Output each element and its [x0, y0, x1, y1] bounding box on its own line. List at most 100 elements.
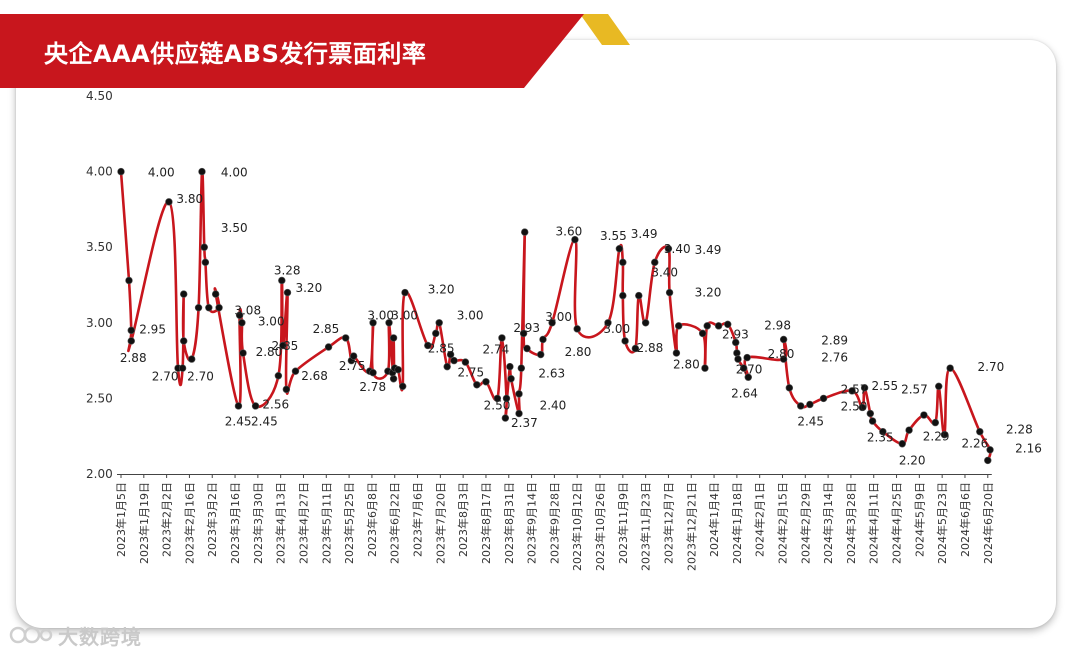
data-point [506, 362, 514, 371]
data-label: 2.78 [359, 380, 386, 394]
data-point [521, 228, 529, 236]
title-banner [0, 14, 630, 88]
watermark-text: 大数跨境 [58, 624, 142, 649]
data-point [165, 198, 173, 206]
data-label: 2.29 [923, 430, 950, 444]
y-axis: 2.00 2.50 3.00 3.50 4.00 4.50 [86, 89, 113, 481]
x-tick-label: 2023年5月25日 [342, 482, 356, 564]
data-point [740, 364, 748, 372]
data-labels: 4.002.952.883.802.70 2.704.003.503.083.00… [120, 166, 1042, 468]
y-tick-label: 4.00 [86, 165, 113, 179]
x-tick-label: 2023年11月9日 [616, 482, 630, 564]
chart-card [16, 40, 1056, 628]
data-point [507, 375, 515, 383]
x-tick-label: 2023年8月3日 [456, 482, 470, 557]
data-point [664, 245, 673, 253]
data-label: 2.74 [483, 342, 510, 356]
data-point [935, 382, 943, 391]
data-point [385, 319, 393, 327]
data-point [194, 303, 203, 312]
x-tick-label: 2023年5月11日 [319, 482, 333, 564]
data-label: 2.45 [251, 415, 278, 429]
data-label: 2.55 [871, 379, 898, 393]
data-point [672, 349, 681, 357]
data-point [517, 364, 526, 372]
data-label: 2.16 [1015, 442, 1042, 456]
data-label: 2.80 [256, 345, 283, 359]
data-label: 2.70 [978, 360, 1005, 374]
data-point [920, 411, 928, 419]
data-point [860, 384, 869, 392]
data-point [848, 387, 856, 395]
y-tick-label: 4.50 [86, 89, 113, 103]
x-tick-label: 2023年6月22日 [388, 482, 402, 564]
data-point [239, 349, 247, 357]
data-label: 2.85 [313, 322, 340, 336]
data-point [866, 409, 875, 418]
data-point [369, 319, 377, 327]
data-label: 2.64 [731, 387, 758, 401]
data-point [523, 344, 531, 353]
x-tick-label: 2023年4月13日 [274, 482, 288, 564]
data-point [698, 329, 707, 338]
data-label: 3.00 [457, 309, 484, 323]
data-label: 3.08 [234, 303, 261, 317]
data-point [482, 378, 490, 386]
banner-red-shape [0, 14, 584, 88]
data-point [473, 381, 481, 389]
data-label: 3.28 [274, 263, 301, 277]
x-tick-label: 2023年11月23日 [639, 482, 653, 571]
data-point [858, 403, 867, 412]
data-point [724, 320, 732, 329]
x-tick-label: 2024年4月11日 [867, 482, 881, 564]
data-point [291, 367, 300, 375]
data-point [432, 329, 440, 338]
data-label: 2.63 [538, 366, 565, 380]
x-tick-label: 2023年10月26日 [593, 482, 607, 571]
data-point [604, 319, 612, 327]
data-point [127, 326, 135, 335]
data-label: 3.00 [367, 309, 394, 323]
data-point [819, 394, 828, 403]
y-tick-label: 3.00 [86, 316, 113, 330]
data-point [125, 276, 133, 285]
data-point [200, 243, 208, 251]
data-point [180, 290, 188, 298]
data-label: 2.80 [673, 358, 700, 372]
data-point [127, 337, 135, 345]
data-point [446, 350, 455, 359]
data-point [341, 334, 350, 342]
data-label: 2.88 [120, 351, 147, 365]
x-tick-label: 2023年9月14日 [525, 482, 539, 564]
data-point [573, 325, 581, 333]
data-point [205, 303, 213, 312]
data-label: 2.56 [262, 397, 289, 411]
data-point [779, 335, 788, 344]
data-label: 2.28 [1006, 423, 1033, 437]
data-point [515, 409, 523, 418]
data-label: 2.50 [841, 400, 868, 414]
data-point [641, 319, 650, 327]
plot-area [117, 167, 994, 465]
data-point [211, 290, 220, 298]
data-label: 2.93 [513, 321, 540, 335]
data-point [785, 384, 794, 392]
data-point [665, 288, 674, 297]
data-label: 2.75 [457, 365, 484, 379]
x-tick-label: 2024年1月4日 [707, 482, 721, 557]
data-point [931, 418, 940, 427]
data-point [515, 390, 523, 398]
data-point [734, 355, 742, 363]
data-point [238, 319, 246, 327]
data-point [940, 430, 949, 439]
data-point [732, 338, 740, 347]
data-point [493, 394, 502, 403]
data-label: 2.37 [511, 416, 538, 430]
data-point [743, 353, 751, 362]
data-label: 2.70 [152, 369, 179, 383]
y-tick-label: 2.50 [86, 391, 113, 405]
data-point [401, 288, 409, 297]
data-label: 3.40 [664, 242, 691, 256]
data-point [188, 355, 196, 363]
data-label: 2.35 [867, 431, 894, 445]
